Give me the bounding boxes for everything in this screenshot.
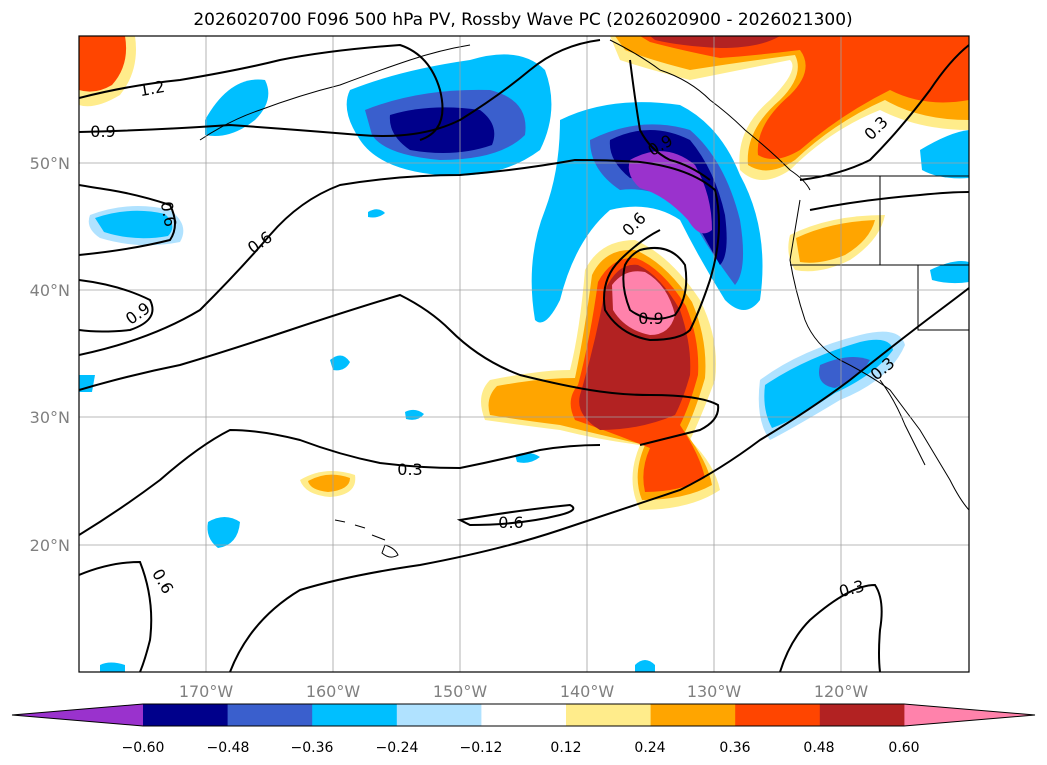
anomaly-blob-coast-or: [796, 220, 875, 263]
lon-label-160w: 160°W: [306, 682, 361, 701]
colorbar-tick-1: −0.60: [122, 740, 165, 756]
contour-label-7: 0.3: [397, 460, 422, 479]
anomaly-blob-se: [930, 261, 969, 284]
colorbar-segment-9: [735, 704, 821, 726]
lon-labels: 170°W 160°W 150°W 140°W 130°W 120°W: [179, 682, 869, 701]
colorbar-tick-5: −0.12: [460, 740, 503, 756]
lon-label-120w: 120°W: [814, 682, 869, 701]
colorbar-segment-10: [819, 704, 905, 726]
contour-0-9-trough: [629, 59, 711, 181]
contour-label-8: 0.6: [498, 513, 523, 532]
contour-0-9-north: [79, 39, 601, 137]
contour-label-5: 0.6: [157, 200, 180, 228]
colorbar-tick-2: −0.48: [207, 740, 250, 756]
lat-labels: 50°N 40°N 30°N 20°N: [30, 154, 70, 555]
contour-0-6-tongue: [456, 503, 575, 527]
anomaly-blob-sm6: [635, 660, 655, 672]
colorbar-segment-3: [227, 704, 313, 726]
contour-label-6: 0.9: [638, 309, 663, 328]
colorbar-segment-7: [566, 704, 652, 726]
anomaly-blob-sm4: [79, 375, 95, 392]
anomaly-blob-trough-min: [628, 151, 712, 234]
lat-label-50n: 50°N: [30, 154, 70, 173]
lon-label-170w: 170°W: [179, 682, 234, 701]
anomaly-blob-nne-deep: [650, 36, 780, 48]
colorbar-segment-5: [396, 704, 482, 726]
contour-label-1: 1.2: [138, 77, 166, 100]
contour-0-6: [79, 158, 720, 356]
colorbar-segments: [12, 704, 1035, 726]
colorbar-tick-4: −0.24: [376, 740, 419, 756]
colorbar-segment-4: [312, 704, 398, 726]
coastlines: [199, 39, 969, 558]
colorbar-tick-labels: −0.60 −0.48 −0.36 −0.24 −0.12 0.12 0.24 …: [122, 740, 920, 756]
state-border-1: [790, 175, 969, 331]
colorbar-segment-2: [143, 704, 229, 726]
colorbar-segment-8: [650, 704, 736, 726]
gridlines: [79, 36, 969, 672]
lat-label-30n: 30°N: [30, 408, 70, 427]
anomaly-blob-sm1: [330, 355, 350, 371]
anomaly-blob-east-deep: [819, 356, 870, 388]
figure-title: 2026020700 F096 500 hPa PV, Rossby Wave …: [193, 10, 852, 30]
coastline-alaska: [199, 39, 811, 191]
colorbar-segment-11: [904, 704, 1035, 726]
contour-0-9-west: [79, 279, 154, 333]
colorbar-outline: [11, 703, 1036, 727]
lat-label-40n: 40°N: [30, 281, 70, 300]
anomaly-blob-west-core: [95, 210, 173, 239]
hawaii-islands: [334, 519, 399, 558]
map-frame: [78, 35, 970, 673]
contour-label-2: 0.9: [90, 122, 115, 141]
lon-label-130w: 130°W: [687, 682, 742, 701]
anomaly-blob-hawaii-or: [308, 474, 350, 492]
lon-label-150w: 150°W: [433, 682, 488, 701]
map-panel: 1.2 0.9 0.6 0.9 0.6 0.9 0.3 0.6 0.6 0.9 …: [30, 35, 970, 701]
lon-label-140w: 140°W: [560, 682, 615, 701]
colorbar-tick-7: 0.24: [634, 740, 665, 756]
contour-0-3-long: [229, 287, 969, 672]
contour-0-3-ne: [799, 44, 969, 211]
contour-1-2: [79, 43, 444, 141]
colorbar-segment-1: [12, 704, 143, 726]
anomaly-blob-north: [205, 79, 269, 136]
anomaly-blob-nne-red: [640, 36, 969, 159]
anomaly-blob-sm3: [207, 517, 240, 548]
contour-0-6-south: [79, 560, 153, 672]
contour-0-6-west: [79, 184, 176, 256]
colorbar-tick-9: 0.48: [803, 740, 834, 756]
colorbar-tick-8: 0.36: [719, 740, 750, 756]
anomaly-blob-sm8: [368, 209, 385, 218]
lat-label-20n: 20°N: [30, 536, 70, 555]
pv-contours: [79, 39, 969, 672]
colorbar-tick-6: 0.12: [550, 740, 581, 756]
colorbar-segment-6: [481, 704, 567, 726]
colorbar-tick-10: 0.60: [888, 740, 919, 756]
colorbar-tick-3: −0.36: [291, 740, 334, 756]
coastline-baja: [879, 379, 926, 466]
anomaly-blob-sm7: [100, 662, 125, 672]
anomaly-blob-aleutian-deep: [389, 107, 495, 154]
anomaly-blob-nw-or: [79, 36, 127, 92]
colorbar: −0.60 −0.48 −0.36 −0.24 −0.12 0.12 0.24 …: [11, 703, 1036, 756]
anomaly-blob-ne: [920, 130, 969, 179]
contour-0-9-low: [622, 246, 688, 320]
contour-0-3-south: [79, 428, 601, 536]
contour-0-3: [79, 293, 720, 446]
contour-0-3-sw: [779, 583, 883, 672]
